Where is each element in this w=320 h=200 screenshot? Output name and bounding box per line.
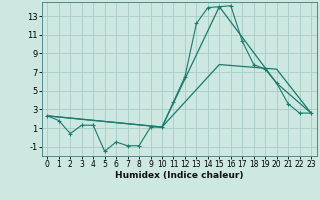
X-axis label: Humidex (Indice chaleur): Humidex (Indice chaleur) bbox=[115, 171, 244, 180]
